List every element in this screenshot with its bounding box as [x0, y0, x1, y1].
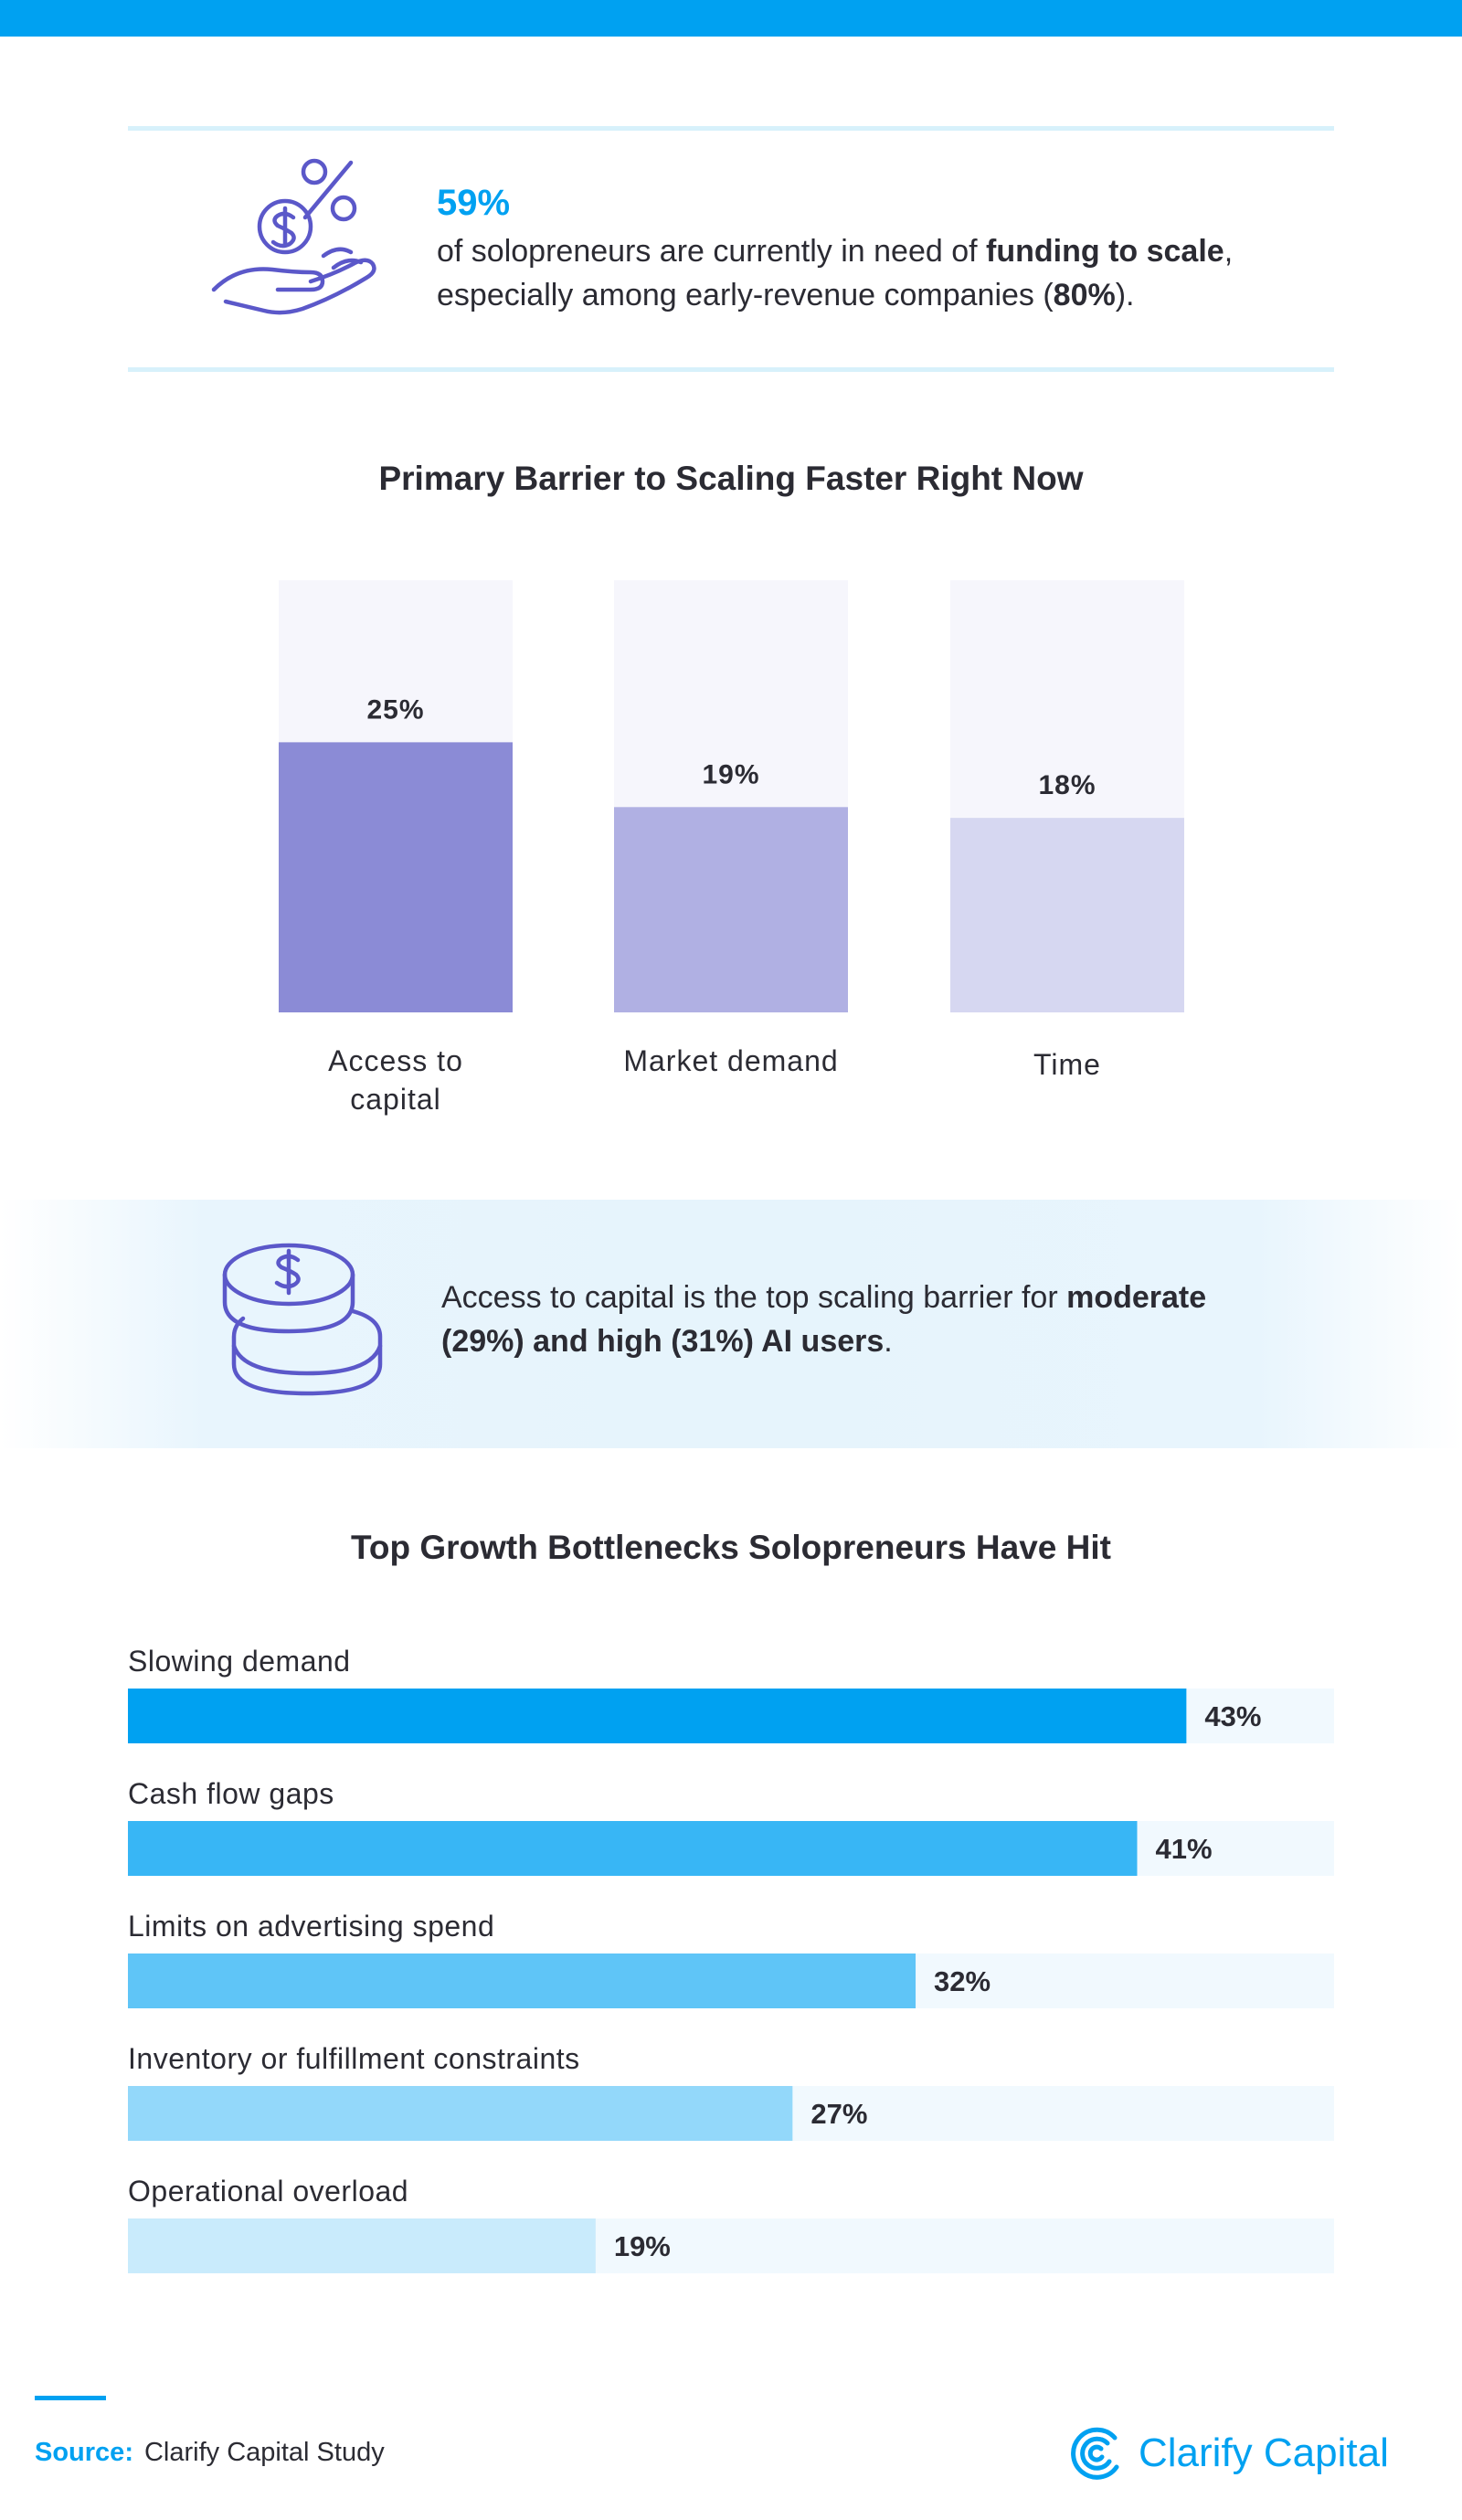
stat-text-part: of solopreneurs are currently in need of — [437, 234, 987, 269]
hand-money-icon — [211, 158, 376, 315]
brand-name: Clarify Capital — [1139, 2430, 1389, 2475]
stat-text-part: , especially among early-revenue compani… — [437, 234, 1234, 312]
barrier-chart-title: Primary Barrier to Scaling Faster Right … — [378, 460, 1084, 497]
bar — [128, 2086, 793, 2141]
bottlenecks-chart-title: Top Growth Bottlenecks Solopreneurs Have… — [351, 1529, 1111, 1566]
bar — [128, 1954, 916, 2008]
bar-value-label: 41% — [1155, 1833, 1212, 1865]
callout-text-emphasis: moderate (29%) and high (31%) AI users — [441, 1280, 1207, 1359]
bar — [128, 1821, 1138, 1876]
bar-category-label: Cash flow gaps — [128, 1777, 334, 1810]
bar-value-label: 19% — [702, 759, 759, 789]
callout-text-part: . — [884, 1324, 893, 1359]
stat-description: of solopreneurs are currently in need of… — [437, 229, 1259, 317]
bar — [614, 807, 848, 1012]
divider-top — [128, 126, 1334, 131]
brand-logo[interactable]: Clarify Capital — [1069, 2421, 1389, 2485]
footer-accent-line — [35, 2396, 106, 2400]
bar-value-label: 27% — [810, 2098, 867, 2130]
bar-category-label: Slowing demand — [128, 1645, 351, 1678]
bar-value-label: 32% — [934, 1965, 991, 1997]
callout-text: Access to capital is the top scaling bar… — [441, 1276, 1282, 1363]
source-text: Clarify Capital Study — [143, 2438, 385, 2467]
bar-category-label: Time — [1033, 1048, 1101, 1081]
bar — [279, 742, 513, 1012]
bar-track — [950, 580, 1184, 1012]
clarify-logo-icon — [1071, 2427, 1119, 2480]
bar — [128, 1689, 1187, 1743]
bar-value-label: 25% — [366, 694, 424, 725]
bar — [128, 2218, 596, 2273]
bar-category-label: Limits on advertising spend — [128, 1910, 494, 1943]
bar-track — [279, 580, 513, 1012]
bottlenecks-bar-chart: Slowing demand 43% Cash flow gaps 41% Limits… — [128, 1645, 1334, 2273]
bar-value-label: 43% — [1204, 1700, 1261, 1732]
stat-text-emphasis: funding to scale — [986, 234, 1224, 269]
coin-stack-icon — [222, 1243, 383, 1396]
callout-text-part: Access to capital is the top scaling bar… — [441, 1280, 1067, 1315]
bar-value-label: 19% — [614, 2230, 671, 2262]
divider-bottom — [128, 367, 1334, 372]
bar-value-label: 18% — [1038, 770, 1096, 800]
bar-category-label: Market demand — [623, 1044, 838, 1077]
top-accent-bar — [0, 0, 1462, 37]
source-note: Source: Clarify Capital Study — [35, 2438, 385, 2468]
stat-text-part: ). — [1115, 278, 1135, 312]
bar-category-label: Operational overload — [128, 2175, 408, 2208]
bar-category-label: Access to — [328, 1044, 463, 1077]
stat-percent: 59% — [437, 183, 511, 223]
bar — [950, 818, 1184, 1012]
bar-category-label: capital — [350, 1083, 441, 1116]
bar-category-label: Inventory or fulfillment constraints — [128, 2042, 580, 2075]
stat-text-emphasis: 80% — [1053, 278, 1116, 312]
bar-track — [614, 580, 848, 1012]
source-label: Source: — [35, 2438, 133, 2467]
